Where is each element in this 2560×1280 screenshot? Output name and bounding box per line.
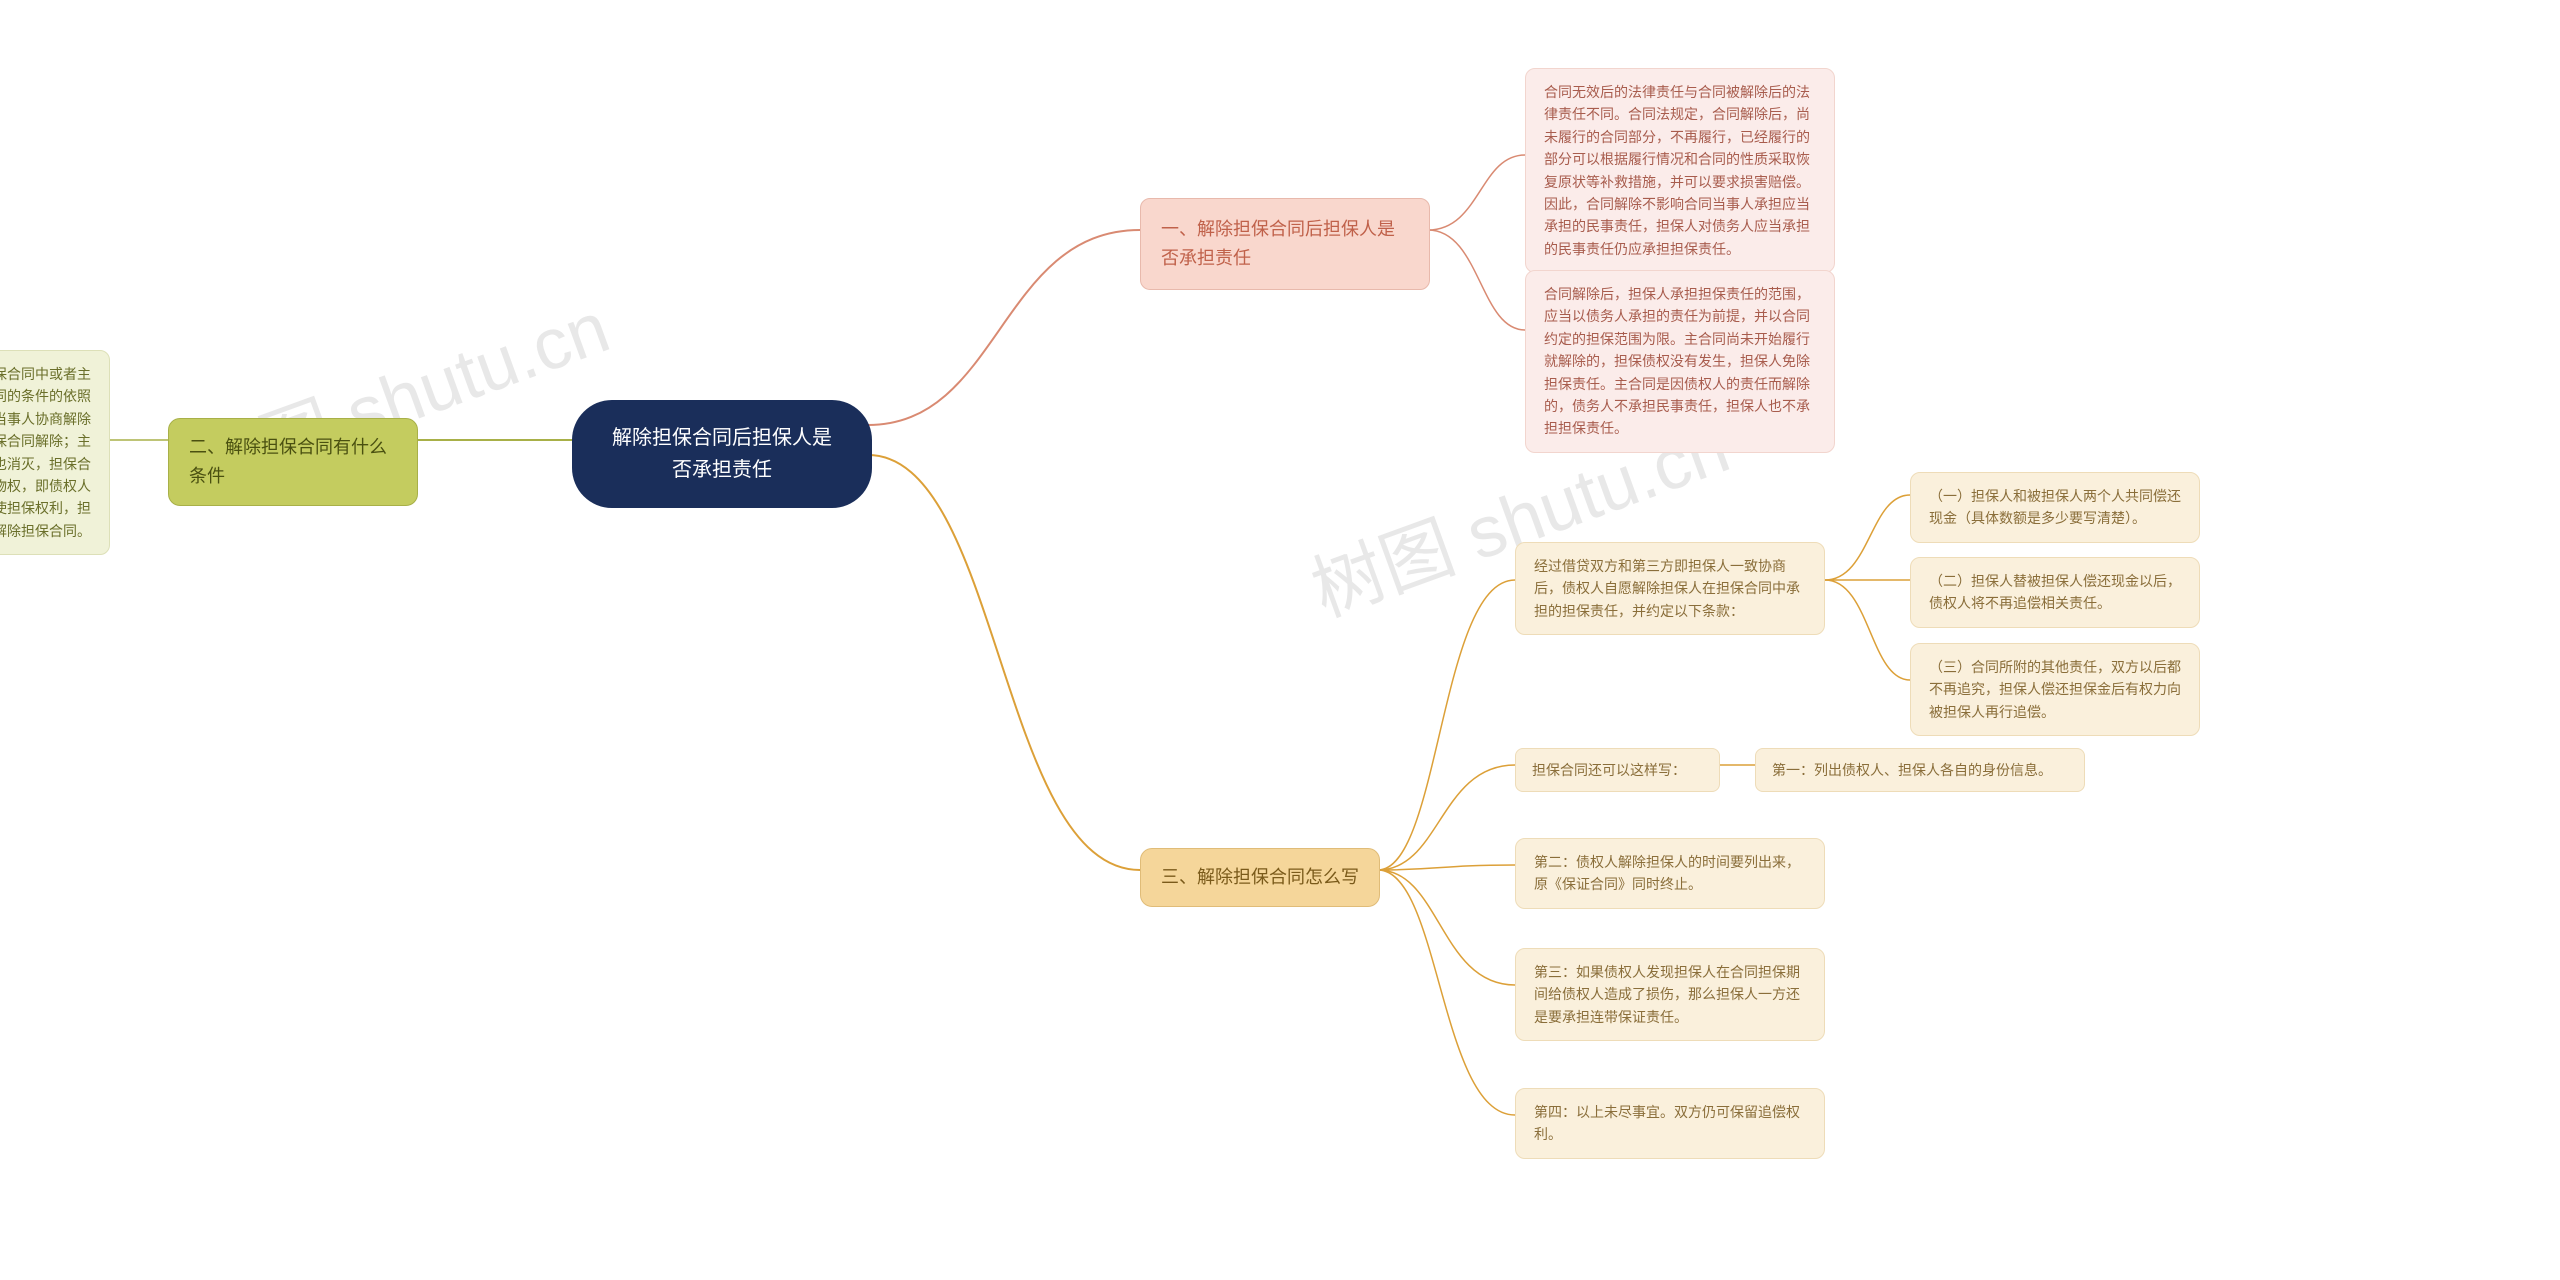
branch-1-leaf-1-text: 合同无效后的法律责任与合同被解除后的法律责任不同。合同法规定，合同解除后，尚未履… — [1544, 84, 1810, 257]
branch-3-sub-3: （三）合同所附的其他责任，双方以后都不再追究，担保人偿还担保金后有权力向被担保人… — [1910, 643, 2200, 736]
branch-3-title: 三、解除担保合同怎么写 — [1161, 867, 1359, 887]
connector-lines — [0, 0, 2560, 1280]
branch-3-alt-4-text: 第四：以上未尽事宜。双方仍可保留追偿权利。 — [1534, 1104, 1800, 1142]
branch-1-leaf-1: 合同无效后的法律责任与合同被解除后的法律责任不同。合同法规定，合同解除后，尚未履… — [1525, 68, 1835, 273]
branch-2-leaf-1: 解除担保合同的条件：担保合同中或者主合同中如果约定有解除合同的条件的依照约定可以… — [0, 350, 110, 555]
branch-3-alt-3-text: 第三：如果债权人发现担保人在合同担保期间给债权人造成了损伤，那么担保人一方还是要… — [1534, 964, 1800, 1025]
root-text-line1: 解除担保合同后担保人是 — [612, 427, 832, 449]
branch-3-intro-text: 经过借贷双方和第三方即担保人一致协商后，债权人自愿解除担保人在担保合同中承担的担… — [1534, 558, 1800, 619]
branch-2-leaf-1-text: 解除担保合同的条件：担保合同中或者主合同中如果约定有解除合同的条件的依照约定可以… — [0, 366, 91, 539]
root-text-line2: 否承担责任 — [672, 459, 772, 481]
root-node: 解除担保合同后担保人是 否承担责任 — [572, 400, 872, 508]
branch-3-alt-2-text: 第二：债权人解除担保人的时间要列出来，原《保证合同》同时终止。 — [1534, 854, 1800, 892]
branch-3-sub-1-text: （一）担保人和被担保人两个人共同偿还现金（具体数额是多少要写清楚）。 — [1929, 488, 2181, 526]
branch-3-intro: 经过借贷双方和第三方即担保人一致协商后，债权人自愿解除担保人在担保合同中承担的担… — [1515, 542, 1825, 635]
branch-3-sub-3-text: （三）合同所附的其他责任，双方以后都不再追究，担保人偿还担保金后有权力向被担保人… — [1929, 659, 2181, 720]
branch-2-title: 二、解除担保合同有什么条件 — [189, 437, 387, 486]
branch-3-alt-4: 第四：以上未尽事宜。双方仍可保留追偿权利。 — [1515, 1088, 1825, 1159]
branch-3-sub-2-text: （二）担保人替被担保人偿还现金以后，债权人将不再追偿相关责任。 — [1929, 573, 2181, 611]
branch-3-sub-2: （二）担保人替被担保人偿还现金以后，债权人将不再追偿相关责任。 — [1910, 557, 2200, 628]
branch-3-alt-1: 第一：列出债权人、担保人各自的身份信息。 — [1755, 748, 2085, 792]
branch-3-alt-3: 第三：如果债权人发现担保人在合同担保期间给债权人造成了损伤，那么担保人一方还是要… — [1515, 948, 1825, 1041]
branch-3-sub-1: （一）担保人和被担保人两个人共同偿还现金（具体数额是多少要写清楚）。 — [1910, 472, 2200, 543]
branch-1-title: 一、解除担保合同后担保人是否承担责任 — [1161, 219, 1395, 268]
branch-3-alt-1-text: 第一：列出债权人、担保人各自的身份信息。 — [1772, 762, 2052, 778]
branch-2: 二、解除担保合同有什么条件 — [168, 418, 418, 506]
branch-1: 一、解除担保合同后担保人是否承担责任 — [1140, 198, 1430, 290]
branch-3-alt-label-text: 担保合同还可以这样写： — [1532, 762, 1686, 778]
branch-1-leaf-2-text: 合同解除后，担保人承担担保责任的范围，应当以债务人承担的责任为前提，并以合同约定… — [1544, 286, 1810, 436]
branch-3-alt-label: 担保合同还可以这样写： — [1515, 748, 1720, 792]
branch-3-alt-2: 第二：债权人解除担保人的时间要列出来，原《保证合同》同时终止。 — [1515, 838, 1825, 909]
branch-3: 三、解除担保合同怎么写 — [1140, 848, 1380, 907]
branch-1-leaf-2: 合同解除后，担保人承担担保责任的范围，应当以债务人承担的责任为前提，并以合同约定… — [1525, 270, 1835, 453]
